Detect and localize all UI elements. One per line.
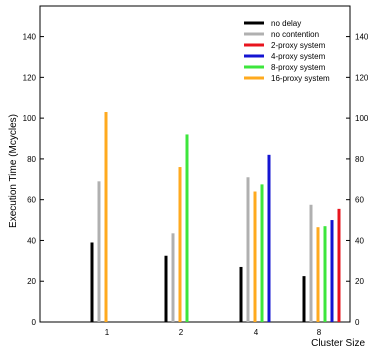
x-tick-label: 4 [254, 328, 259, 337]
y-tick-label-right: 40 [355, 236, 364, 245]
y-tick-label-right: 60 [355, 196, 364, 205]
bar-no-contention-8 [309, 204, 313, 322]
bar-2-proxy-system-8 [337, 208, 341, 322]
bar-no-contention-4 [246, 177, 250, 322]
y-tick-label-right: 100 [355, 114, 369, 123]
legend: no delay no contention 2-proxy system 4-pro… [244, 19, 330, 83]
y-tick-label-right: 120 [355, 73, 369, 82]
x-tick-label: 8 [317, 328, 322, 337]
bar-16-proxy-system-8 [316, 227, 320, 322]
bar-no-contention-2 [171, 233, 175, 322]
y-tick-label-left: 80 [27, 155, 36, 164]
legend-label: no contention [271, 30, 319, 39]
bar-no-delay-4 [239, 266, 243, 322]
y-tick-label-left: 140 [23, 33, 37, 42]
bar-16-proxy-system-2 [178, 167, 182, 322]
y-tick-label-left: 20 [27, 277, 36, 286]
bar-4-proxy-system-4 [267, 154, 271, 322]
y-tick-label-right: 80 [355, 155, 364, 164]
bar-no-delay-2 [164, 255, 168, 322]
y-tick-label-right: 140 [355, 33, 369, 42]
y-tick-label-right: 20 [355, 277, 364, 286]
x-tick-label: 2 [179, 328, 184, 337]
bar-16-proxy-system-4 [253, 191, 257, 322]
bar-no-delay-8 [302, 276, 306, 322]
y-tick-label-left: 60 [27, 196, 36, 205]
plot-frame [39, 5, 351, 323]
bar-8-proxy-system-2 [185, 134, 189, 322]
y-tick-label-left: 0 [32, 318, 37, 327]
bar-no-delay-1 [90, 242, 94, 322]
legend-label: 8-proxy system [271, 63, 326, 72]
legend-label: 4-proxy system [271, 52, 326, 61]
bars [90, 112, 341, 322]
bar-4-proxy-system-8 [330, 220, 334, 322]
bar-8-proxy-system-8 [323, 226, 327, 322]
x-tick-label: 1 [105, 328, 110, 337]
bar-8-proxy-system-4 [260, 184, 264, 322]
y-tick-label-left: 100 [23, 114, 37, 123]
bar-no-contention-1 [97, 181, 101, 322]
legend-label: no delay [271, 19, 301, 28]
y-tick-label-left: 40 [27, 236, 36, 245]
y-axis-title: Execution Time (Mcycles) [8, 114, 19, 228]
legend-label: 2-proxy system [271, 41, 326, 50]
legend-label: 16-proxy system [271, 74, 330, 83]
y-tick-label-right: 0 [355, 318, 360, 327]
bar-16-proxy-system-1 [104, 112, 108, 322]
y-tick-label-left: 120 [23, 73, 37, 82]
x-axis-title: Cluster Size [311, 338, 365, 349]
